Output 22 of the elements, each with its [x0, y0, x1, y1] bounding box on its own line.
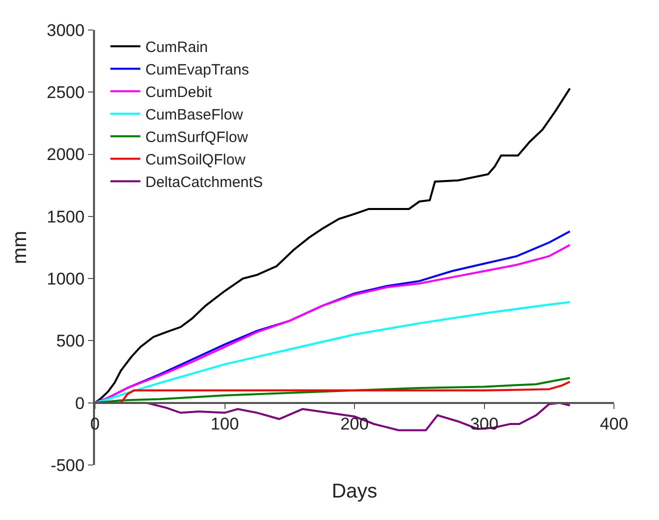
x-tick-label: 100: [210, 414, 239, 434]
legend-label: CumEvapTrans: [145, 62, 250, 79]
y-tick-label: 3000: [46, 20, 85, 40]
y-tick-label: -500: [50, 456, 85, 475]
x-tick-label: 400: [600, 414, 628, 434]
legend-label: CumBaseFlow: [145, 106, 244, 124]
x-tick-label: 200: [340, 414, 369, 434]
x-axis-title: Days: [332, 480, 378, 502]
line-series: [95, 87, 571, 404]
y-tick-label: 1000: [46, 270, 85, 289]
legend-label: CumDebit: [145, 84, 213, 102]
y-tick-label: 500: [56, 332, 85, 351]
y-axis-title: mm: [8, 230, 31, 264]
y-tick-label: 2500: [46, 83, 85, 102]
legend-label: CumSurfQFlow: [145, 129, 248, 146]
y-tick-label: 2000: [46, 145, 85, 164]
y-tick-label: 0: [75, 394, 85, 413]
legend-label: CumSoilQFlow: [145, 152, 246, 169]
legend-label: DeltaCatchmentS: [145, 174, 263, 192]
y-tick-label: 1500: [46, 207, 85, 226]
line-series: [95, 301, 571, 404]
legend-label: CumRain: [145, 39, 208, 56]
